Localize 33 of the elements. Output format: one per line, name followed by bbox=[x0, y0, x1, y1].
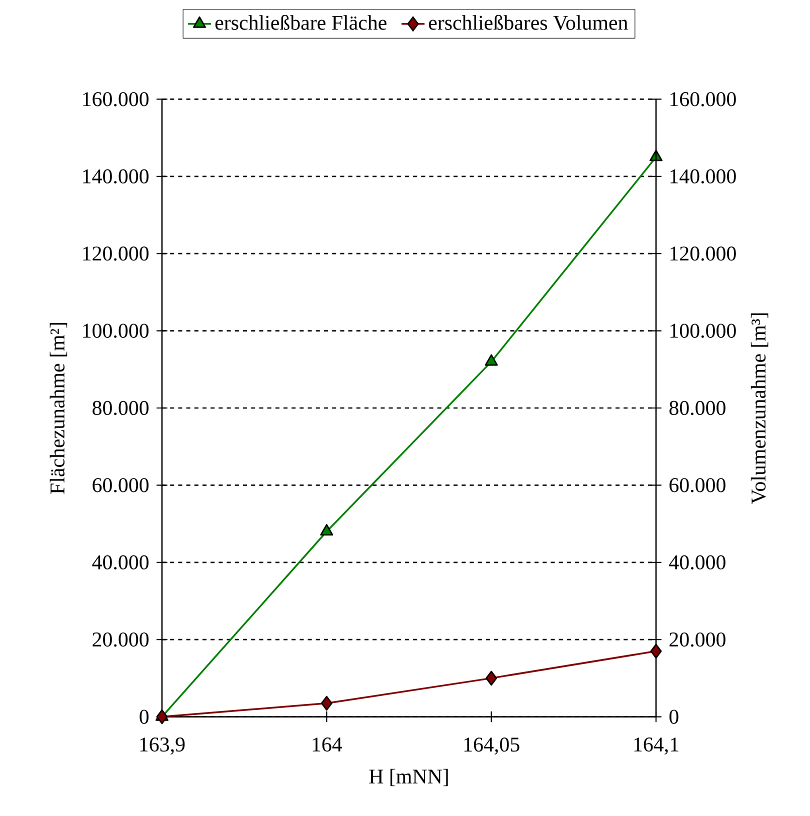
y2-axis-title: Volumenzunahme [m³] bbox=[750, 313, 768, 504]
point bbox=[156, 709, 168, 724]
point bbox=[320, 524, 334, 536]
y2-tick-label: 140.000 bbox=[670, 169, 736, 184]
y-tick-label: 60.000 bbox=[92, 478, 149, 492]
y-tick-label: 40.000 bbox=[92, 555, 149, 570]
legend-label: erschließbares Volumen bbox=[428, 14, 628, 30]
legend-label: erschließbare Fläche bbox=[215, 14, 386, 30]
x-axis-title: H [mNN] bbox=[369, 768, 448, 786]
y-tick-label: 20.000 bbox=[92, 632, 149, 647]
y-tick-label: 0 bbox=[140, 710, 149, 724]
point bbox=[320, 696, 332, 711]
y2-tick-label: 40.000 bbox=[669, 555, 726, 570]
y2-tick-label: 160.000 bbox=[670, 92, 736, 106]
y2-tick-label: 80.000 bbox=[670, 400, 726, 416]
y-tick-label: 140.000 bbox=[83, 169, 149, 184]
y-tick-label: 100.000 bbox=[83, 324, 149, 338]
x-tick-label: 164 bbox=[312, 738, 342, 752]
y2-tick-label: 120.000 bbox=[670, 246, 736, 261]
x-tick-label: 164,1 bbox=[634, 738, 678, 755]
y-tick-label: 80.000 bbox=[92, 400, 149, 416]
y-tick-label: 120.000 bbox=[83, 246, 149, 261]
y2-tick-label: 100.000 bbox=[670, 324, 736, 338]
y2-tick-label: 60.000 bbox=[670, 478, 726, 492]
x-tick-label: 164,05 bbox=[464, 738, 520, 755]
point bbox=[650, 644, 662, 659]
x-tick-label: 163,9 bbox=[140, 738, 185, 755]
y2-tick-label: 0 bbox=[670, 710, 678, 724]
y-axis-title: Flächezunahme [m²] bbox=[50, 323, 68, 494]
y2-tick-label: 20.000 bbox=[670, 632, 726, 647]
y-tick-label: 160.000 bbox=[83, 92, 149, 106]
point bbox=[486, 670, 498, 686]
point bbox=[484, 354, 498, 366]
